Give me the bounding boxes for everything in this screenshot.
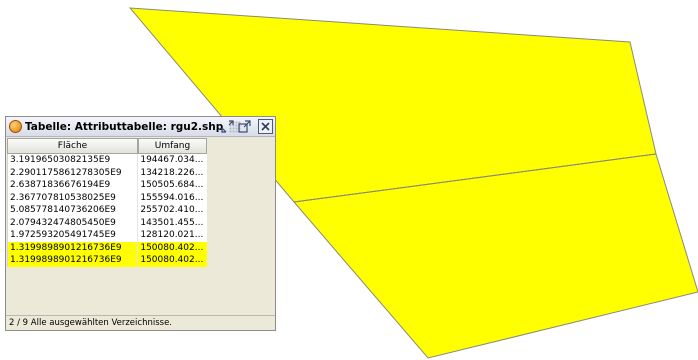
cell-umfang[interactable]: 150080.402...	[140, 242, 204, 253]
minimize-icon[interactable]	[220, 119, 235, 134]
cell-umfang[interactable]: 150080.402...	[140, 255, 204, 265]
window-titlebar[interactable]: Tabelle: Attributtabelle: rgu2.shp	[6, 117, 275, 137]
cell-umfang[interactable]: 155594.016...	[140, 192, 204, 203]
cell-flaeche[interactable]: 2.367707810538025E9	[8, 191, 139, 204]
cell-flaeche[interactable]: 3.19196503082135E9	[8, 154, 139, 167]
table-row[interactable]: 2.63871836676194E9 150505.684...	[8, 179, 207, 192]
status-bar: 2 / 9 Alle ausgewählten Verzeichnisse.	[6, 315, 275, 330]
column-header-umfang[interactable]: Umfang	[138, 138, 207, 154]
table-row[interactable]: 1.3199898901216736E9 150080.402...	[8, 254, 207, 267]
table-row[interactable]: 5.085778140736206E9 255702.410...	[8, 204, 207, 217]
cell-umfang[interactable]: 255702.410...	[140, 205, 204, 215]
table-row[interactable]: 1.972593205491745E9 128120.021...	[8, 229, 207, 242]
cell-flaeche[interactable]: 5.085778140736206E9	[8, 204, 139, 217]
cell-umfang[interactable]: 194467.034...	[140, 155, 204, 165]
cell-flaeche[interactable]: 2.079432474805450E9	[8, 216, 139, 229]
table-row[interactable]: 2.2901175861278305E9 134218.226...	[8, 166, 207, 179]
cell-umfang[interactable]: 134218.226...	[140, 167, 204, 178]
drag-grip-icon[interactable]	[229, 120, 242, 133]
table-row[interactable]: 2.367707810538025E9 155594.016...	[8, 191, 207, 204]
table-row[interactable]: 3.19196503082135E9 194467.034...	[8, 154, 207, 167]
cell-flaeche[interactable]: 2.2901175861278305E9	[8, 166, 139, 179]
table-row[interactable]: 2.079432474805450E9 143501.455...	[8, 216, 207, 229]
attribute-table-window[interactable]: Tabelle: Attributtabelle: rgu2.shp Fläch…	[5, 116, 276, 331]
column-header-flaeche[interactable]: Fläche	[7, 138, 138, 154]
cell-umfang[interactable]: 128120.021...	[140, 230, 204, 240]
cell-flaeche[interactable]: 1.3199898901216736E9	[8, 241, 139, 254]
orange-globe-icon	[9, 120, 22, 133]
cell-flaeche[interactable]: 2.63871836676194E9	[8, 179, 139, 192]
cell-flaeche[interactable]: 1.3199898901216736E9	[8, 254, 139, 267]
column-header-row: Fläche Umfang	[7, 138, 207, 154]
maximize-icon[interactable]	[237, 119, 252, 134]
attribute-grid[interactable]: Fläche Umfang 3.19196503082135E9 194467.0…	[7, 138, 207, 267]
cell-umfang[interactable]: 150505.684...	[140, 180, 204, 190]
cell-umfang[interactable]: 143501.455...	[140, 217, 204, 228]
window-title: Tabelle: Attributtabelle: rgu2.shp	[25, 120, 224, 133]
cell-flaeche[interactable]: 1.972593205491745E9	[8, 229, 139, 242]
close-icon[interactable]	[258, 119, 273, 134]
table-row[interactable]: 1.3199898901216736E9 150080.402...	[8, 241, 207, 254]
table-body: 3.19196503082135E9 194467.034... 2.2901175…	[7, 154, 207, 267]
polygon-boundary-line	[293, 153, 657, 203]
